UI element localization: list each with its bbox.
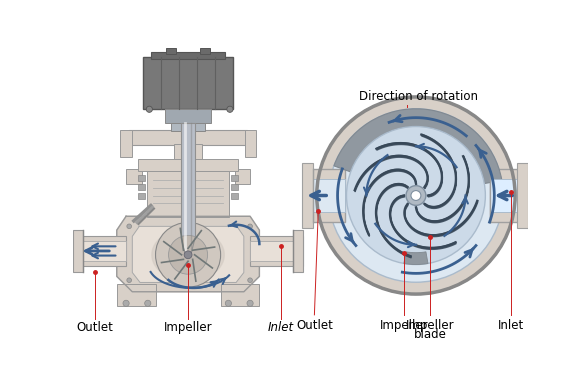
- Wedge shape: [404, 252, 428, 265]
- Circle shape: [346, 127, 485, 265]
- Bar: [73, 230, 83, 272]
- Polygon shape: [132, 226, 244, 282]
- Circle shape: [247, 300, 253, 307]
- Bar: [231, 184, 238, 190]
- Circle shape: [411, 191, 421, 200]
- Text: Impeller: Impeller: [406, 319, 454, 332]
- Circle shape: [227, 106, 233, 112]
- Circle shape: [248, 278, 252, 282]
- Bar: [129, 130, 247, 146]
- Circle shape: [248, 224, 252, 229]
- Bar: [235, 169, 250, 184]
- Text: Impeller: Impeller: [380, 319, 429, 332]
- Bar: [139, 193, 144, 199]
- Text: blade: blade: [413, 328, 446, 341]
- Bar: [250, 241, 303, 261]
- Bar: [310, 169, 345, 223]
- Circle shape: [329, 109, 503, 282]
- Bar: [302, 163, 313, 228]
- Circle shape: [146, 106, 153, 112]
- Polygon shape: [181, 238, 195, 253]
- Bar: [245, 130, 257, 157]
- Circle shape: [123, 300, 129, 307]
- Circle shape: [317, 97, 515, 294]
- Circle shape: [127, 224, 131, 229]
- Circle shape: [168, 235, 208, 274]
- Polygon shape: [117, 216, 259, 292]
- Bar: [139, 184, 144, 190]
- Bar: [490, 178, 528, 212]
- Circle shape: [156, 223, 221, 287]
- Bar: [73, 236, 126, 266]
- Bar: [310, 178, 345, 212]
- Bar: [120, 130, 131, 157]
- Circle shape: [127, 278, 131, 282]
- Bar: [231, 193, 238, 199]
- Polygon shape: [158, 233, 218, 276]
- Bar: [139, 175, 144, 181]
- Bar: [201, 48, 210, 54]
- Bar: [181, 123, 195, 250]
- Bar: [174, 144, 202, 159]
- Bar: [250, 236, 303, 266]
- Bar: [151, 51, 225, 59]
- Polygon shape: [152, 229, 224, 281]
- Bar: [294, 230, 303, 272]
- Text: Impeller: Impeller: [164, 321, 212, 334]
- Bar: [171, 123, 205, 131]
- Circle shape: [184, 251, 192, 259]
- Bar: [221, 284, 259, 306]
- Bar: [117, 284, 156, 306]
- Circle shape: [406, 186, 426, 205]
- Bar: [139, 159, 238, 171]
- Bar: [147, 171, 229, 217]
- Text: Inlet: Inlet: [268, 321, 294, 334]
- Bar: [126, 169, 141, 184]
- Text: Outlet: Outlet: [77, 321, 113, 334]
- Circle shape: [225, 300, 231, 307]
- Bar: [73, 241, 126, 261]
- Circle shape: [144, 300, 151, 307]
- Text: Outlet: Outlet: [296, 319, 333, 332]
- Bar: [143, 57, 233, 109]
- Text: Inlet: Inlet: [498, 319, 524, 332]
- Text: Direction of rotation: Direction of rotation: [359, 90, 478, 103]
- Bar: [231, 175, 238, 181]
- Bar: [165, 109, 211, 123]
- Wedge shape: [334, 109, 502, 184]
- Bar: [166, 48, 176, 54]
- Bar: [490, 169, 528, 223]
- Bar: [518, 163, 528, 228]
